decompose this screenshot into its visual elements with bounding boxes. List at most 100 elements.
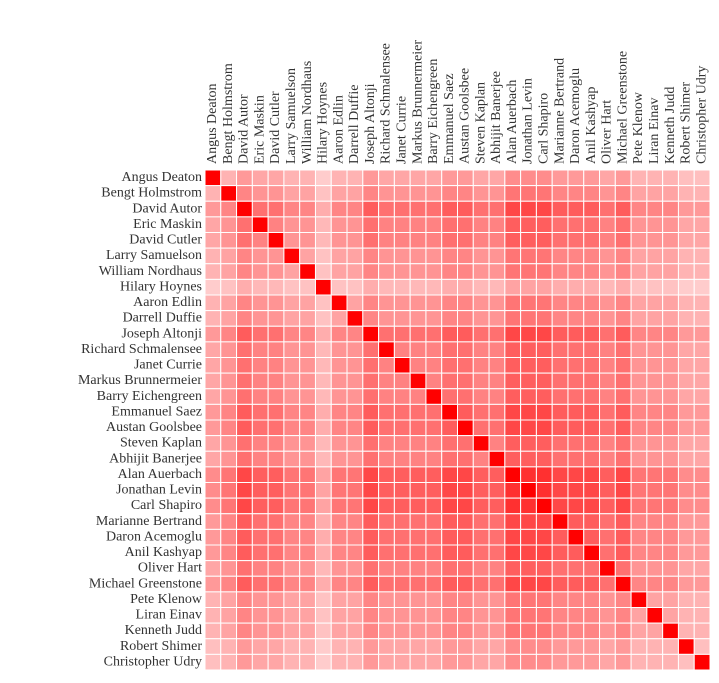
heatmap-cell	[551, 591, 569, 608]
column-label: Joseph Altonji	[363, 83, 378, 164]
heatmap-cell	[677, 263, 695, 280]
heatmap-cell	[677, 310, 695, 327]
heatmap-cell	[378, 216, 395, 233]
heatmap-cell	[393, 544, 411, 562]
heatmap-cell	[425, 591, 443, 608]
heatmap-cell	[378, 357, 395, 374]
heatmap-cell	[236, 638, 253, 655]
column-label: Daron Acemoglu	[568, 68, 583, 164]
heatmap-cell	[346, 450, 364, 468]
heatmap-cell	[551, 607, 569, 624]
heatmap-cell	[362, 263, 380, 280]
heatmap-cell	[314, 294, 332, 312]
heatmap-cell	[346, 169, 364, 187]
heatmap-cell	[646, 341, 664, 358]
heatmap-cell	[378, 419, 395, 437]
heatmap-cell	[378, 169, 395, 187]
heatmap-cell	[614, 450, 632, 468]
heatmap-cell	[535, 169, 553, 187]
heatmap-cell	[693, 403, 711, 421]
heatmap-cell	[314, 169, 332, 187]
heatmap-cell	[441, 216, 458, 233]
heatmap-cell	[425, 294, 443, 312]
heatmap-cell	[393, 310, 411, 327]
heatmap-cell	[409, 200, 427, 218]
heatmap-cell	[378, 403, 395, 421]
heatmap-cell	[535, 544, 553, 562]
heatmap-cell	[251, 591, 269, 608]
heatmap-cell	[251, 466, 269, 483]
heatmap-cell	[583, 403, 601, 421]
heatmap-cell	[236, 513, 253, 530]
heatmap-cell	[251, 372, 269, 390]
heatmap-cell	[362, 528, 380, 546]
heatmap-cell	[409, 294, 427, 312]
heatmap-cell	[677, 450, 695, 468]
heatmap-cell	[551, 185, 569, 202]
heatmap-cell	[662, 200, 679, 218]
heatmap-cell	[204, 325, 222, 343]
heatmap-cell	[362, 638, 380, 655]
heatmap-cell	[693, 419, 711, 437]
heatmap-cell	[299, 528, 316, 546]
column-label: Liran Einav	[647, 98, 662, 164]
heatmap-cell	[520, 388, 537, 405]
heatmap-cell	[393, 247, 411, 265]
heatmap-cell	[346, 638, 364, 655]
heatmap-cell	[693, 544, 711, 562]
heatmap-cell	[693, 372, 711, 390]
heatmap-cell	[472, 560, 490, 577]
heatmap-cell	[662, 638, 679, 655]
column-label: Alan Auerbach	[505, 80, 520, 164]
row-label: Markus Brunnermeier	[78, 373, 202, 388]
row-label: David Cutler	[129, 233, 202, 248]
heatmap-cell	[457, 607, 474, 624]
heatmap-cell	[299, 247, 316, 265]
heatmap-cell	[220, 435, 238, 452]
heatmap-cell	[551, 544, 569, 562]
heatmap-cell	[220, 294, 238, 312]
row-label: Hilary Hoynes	[120, 279, 202, 294]
heatmap-cell	[551, 622, 569, 640]
heatmap-cell	[504, 638, 522, 655]
heatmap-cell	[646, 247, 664, 265]
heatmap-cell	[520, 528, 537, 546]
heatmap-cell	[551, 638, 569, 655]
heatmap-cell	[583, 450, 601, 468]
heatmap-cell	[488, 388, 506, 405]
heatmap-cell	[567, 216, 585, 233]
heatmap-cell	[520, 513, 537, 530]
heatmap-cell	[267, 372, 285, 390]
heatmap-cell	[425, 482, 443, 499]
heatmap-cell	[472, 185, 490, 202]
heatmap-cell	[346, 341, 364, 358]
heatmap-cell	[520, 341, 537, 358]
heatmap-cell	[472, 528, 490, 546]
heatmap-cell	[693, 622, 711, 640]
heatmap-cell	[283, 325, 301, 343]
heatmap-cell	[662, 450, 679, 468]
heatmap-cell	[472, 341, 490, 358]
heatmap-cell	[393, 403, 411, 421]
heatmap-cell	[614, 372, 632, 390]
heatmap-cell	[346, 528, 364, 546]
heatmap-cell	[204, 294, 222, 312]
heatmap-cell	[693, 528, 711, 546]
heatmap-cell	[330, 497, 348, 515]
heatmap-cell	[520, 216, 537, 233]
heatmap-cell	[551, 482, 569, 499]
heatmap-cell	[409, 169, 427, 187]
heatmap-cell	[457, 528, 474, 546]
heatmap-cell	[251, 560, 269, 577]
heatmap-cell	[488, 528, 506, 546]
heatmap-cell	[567, 341, 585, 358]
heatmap-cell	[409, 372, 427, 390]
heatmap-cell	[393, 263, 411, 280]
heatmap-cell	[488, 185, 506, 202]
heatmap-cell	[267, 435, 285, 452]
heatmap-cell	[409, 591, 427, 608]
heatmap-cell	[204, 310, 222, 327]
heatmap-cell	[488, 560, 506, 577]
heatmap-cell	[267, 638, 285, 655]
heatmap-cell	[330, 263, 348, 280]
